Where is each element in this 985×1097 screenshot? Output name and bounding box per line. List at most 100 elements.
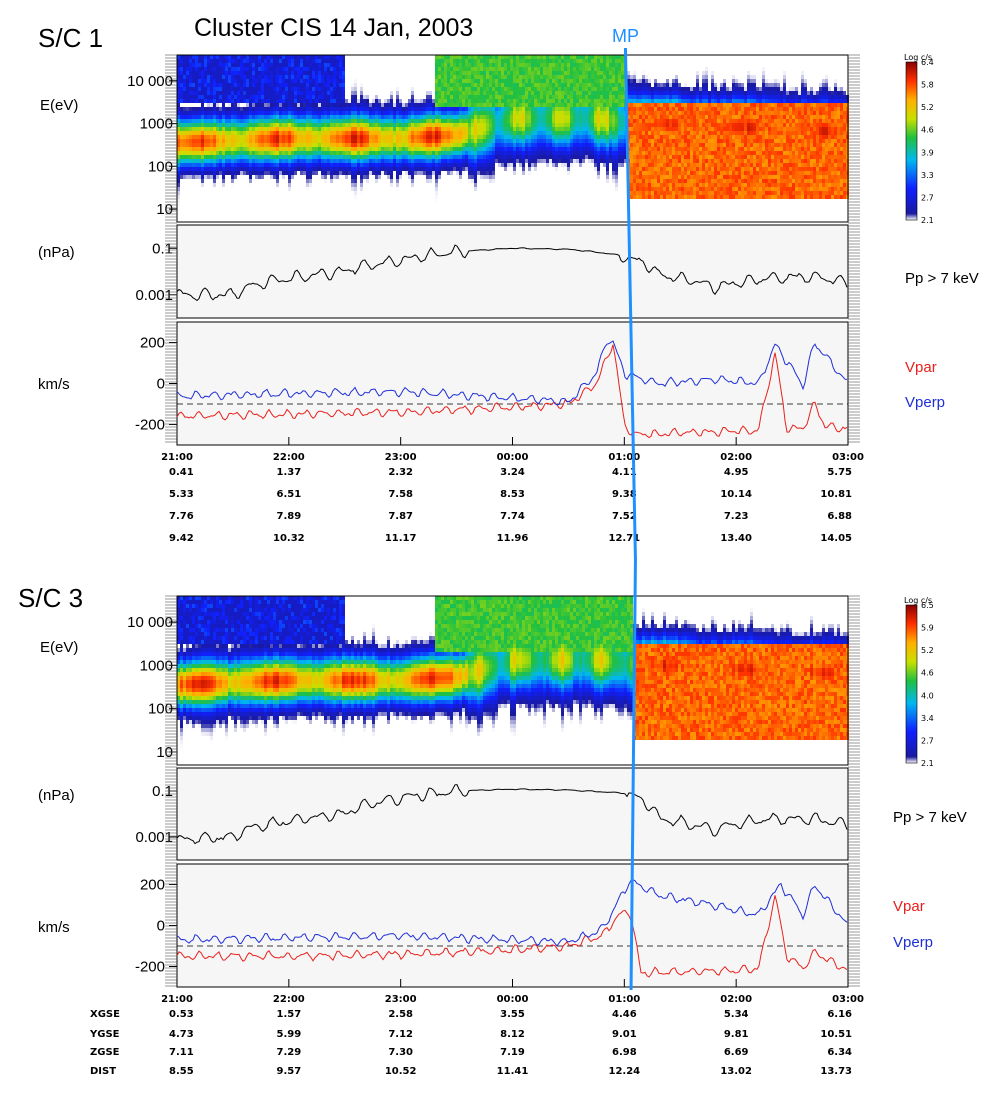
spectrogram-cell (501, 131, 504, 135)
spectrogram-cell (228, 203, 231, 207)
spectrogram-cell (456, 111, 459, 115)
spectrogram-cell (351, 55, 354, 59)
spectrogram-cell (432, 211, 435, 215)
spectrogram-cell (273, 71, 276, 75)
spectrogram-cell (315, 143, 318, 147)
spectrogram-cell (339, 203, 342, 207)
spectrogram-cell (501, 59, 504, 63)
spectrogram-cell (219, 139, 222, 143)
spectrogram-cell (255, 87, 258, 91)
spectrogram-cell (453, 175, 456, 179)
spectrogram-cell (228, 79, 231, 83)
spectrogram-cell (204, 95, 207, 99)
spectrogram-cell (498, 203, 501, 207)
spectrogram-cell (186, 83, 189, 87)
spectrogram-cell (507, 87, 510, 91)
spectrogram-cell (312, 75, 315, 79)
spectrogram-cell (180, 111, 183, 115)
spectrogram-cell (408, 79, 411, 83)
spectrogram-cell (417, 167, 420, 171)
spectrogram-cell (387, 63, 390, 67)
spectrogram-cell (387, 211, 390, 215)
spectrogram-cell (249, 203, 252, 207)
spectrogram-cell (375, 127, 378, 131)
spectrogram-cell (324, 199, 327, 203)
spectrogram-cell (465, 67, 468, 71)
spectrogram-cell (483, 115, 486, 119)
spectrogram-cell (189, 155, 192, 159)
spectrogram-cell (405, 215, 408, 219)
spectrogram-cell (303, 135, 306, 139)
spectrogram-cell (249, 151, 252, 155)
spectrogram-cell (234, 111, 237, 115)
spectrogram-cell (414, 163, 417, 167)
spectrogram-cell (273, 215, 276, 219)
spectrogram-cell (255, 127, 258, 131)
spectrogram-cell (222, 131, 225, 135)
spectrogram-cell (405, 207, 408, 211)
spectrogram-cell (483, 99, 486, 103)
spectrogram-cell (207, 211, 210, 215)
spectrogram-cell (297, 159, 300, 163)
spectrogram-cell (312, 203, 315, 207)
spectrogram-cell (366, 115, 369, 119)
spectrogram-cell (435, 95, 438, 99)
spectrogram-cell (267, 111, 270, 115)
spectrogram-cell (510, 59, 513, 63)
spectrogram-cell (480, 103, 483, 107)
spectrogram-cell (384, 203, 387, 207)
spectrogram-cell (375, 139, 378, 143)
spectrogram-cell (288, 187, 291, 191)
spectrogram-cell (405, 123, 408, 127)
spectrogram-cell (246, 159, 249, 163)
spectrogram-cell (261, 215, 264, 219)
spectrogram-cell (288, 95, 291, 99)
spectrogram-cell (429, 123, 432, 127)
spectrogram-cell (495, 127, 498, 131)
spectrogram-cell (372, 175, 375, 179)
spectrogram-cell (237, 63, 240, 67)
spectrogram-cell (189, 99, 192, 103)
spectrogram-cell (204, 83, 207, 87)
spectrogram-cell (333, 83, 336, 87)
spectrogram-cell (318, 135, 321, 139)
spectrogram-cell (453, 95, 456, 99)
spectrogram-cell (456, 123, 459, 127)
spectrogram-cell (279, 123, 282, 127)
spectrogram-cell (276, 71, 279, 75)
spectrogram-cell (510, 191, 513, 195)
spectrogram-cell (423, 75, 426, 79)
spectrogram-cell (225, 75, 228, 79)
spectrogram-cell (312, 163, 315, 167)
spectrogram-cell (228, 183, 231, 187)
spectrogram-cell (468, 75, 471, 79)
spectrogram-cell (306, 159, 309, 163)
spectrogram-cell (186, 75, 189, 79)
spectrogram-cell (474, 187, 477, 191)
spectrogram-cell (429, 199, 432, 203)
spectrogram-cell (315, 151, 318, 155)
spectrogram-cell (498, 79, 501, 83)
spectrogram-cell (321, 111, 324, 115)
spectrogram-cell (414, 91, 417, 95)
spectrogram-cell (528, 191, 531, 195)
spectrogram-cell (315, 99, 318, 103)
spectrogram-cell (201, 215, 204, 219)
spectrogram-cell (294, 67, 297, 71)
spectrogram-cell (243, 127, 246, 131)
spectrogram-cell (309, 119, 312, 123)
spectrogram-cell (516, 151, 519, 155)
spectrogram-cell (291, 207, 294, 211)
spectrogram-cell (489, 215, 492, 219)
spectrogram-cell (312, 187, 315, 191)
spectrogram-cell (483, 135, 486, 139)
spectrogram-cell (324, 207, 327, 211)
spectrogram-cell (357, 143, 360, 147)
spectrogram-cell (471, 123, 474, 127)
spectrogram-cell (459, 175, 462, 179)
spectrogram-cell (297, 175, 300, 179)
spectrogram-cell (309, 155, 312, 159)
spectrogram-cell (342, 187, 345, 191)
spectrogram-cell (426, 71, 429, 75)
spectrogram-cell (468, 163, 471, 167)
